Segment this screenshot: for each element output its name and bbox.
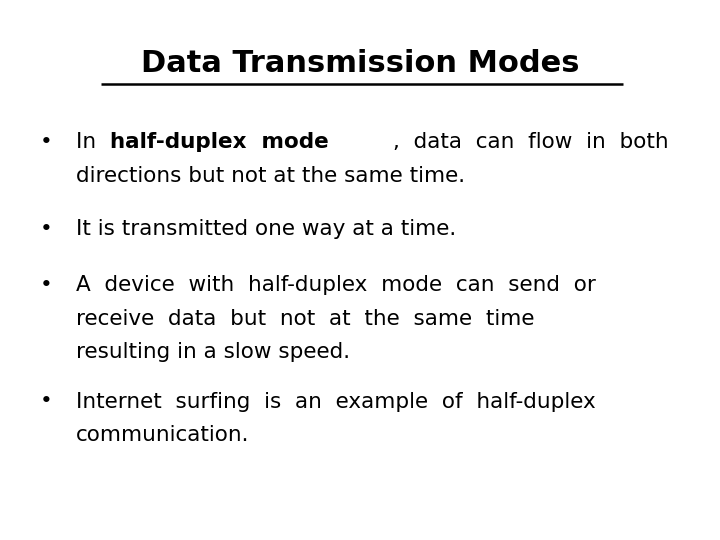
Text: A  device  with  half-duplex  mode  can  send  or: A device with half-duplex mode can send … xyxy=(76,275,595,295)
Text: ,  data  can  flow  in  both: , data can flow in both xyxy=(392,132,668,152)
Text: resulting in a slow speed.: resulting in a slow speed. xyxy=(76,342,350,362)
Text: directions but not at the same time.: directions but not at the same time. xyxy=(76,166,464,186)
Text: •: • xyxy=(40,132,53,152)
Text: Data Transmission Modes: Data Transmission Modes xyxy=(140,49,580,78)
Text: half-duplex  mode: half-duplex mode xyxy=(110,132,329,152)
Text: •: • xyxy=(40,219,53,239)
Text: receive  data  but  not  at  the  same  time: receive data but not at the same time xyxy=(76,309,534,329)
Text: It is transmitted one way at a time.: It is transmitted one way at a time. xyxy=(76,219,456,239)
Text: Internet  surfing  is  an  example  of  half-duplex: Internet surfing is an example of half-d… xyxy=(76,392,595,411)
Text: •: • xyxy=(40,392,53,411)
Text: communication.: communication. xyxy=(76,425,249,445)
Text: •: • xyxy=(40,275,53,295)
Text: In: In xyxy=(76,132,102,152)
